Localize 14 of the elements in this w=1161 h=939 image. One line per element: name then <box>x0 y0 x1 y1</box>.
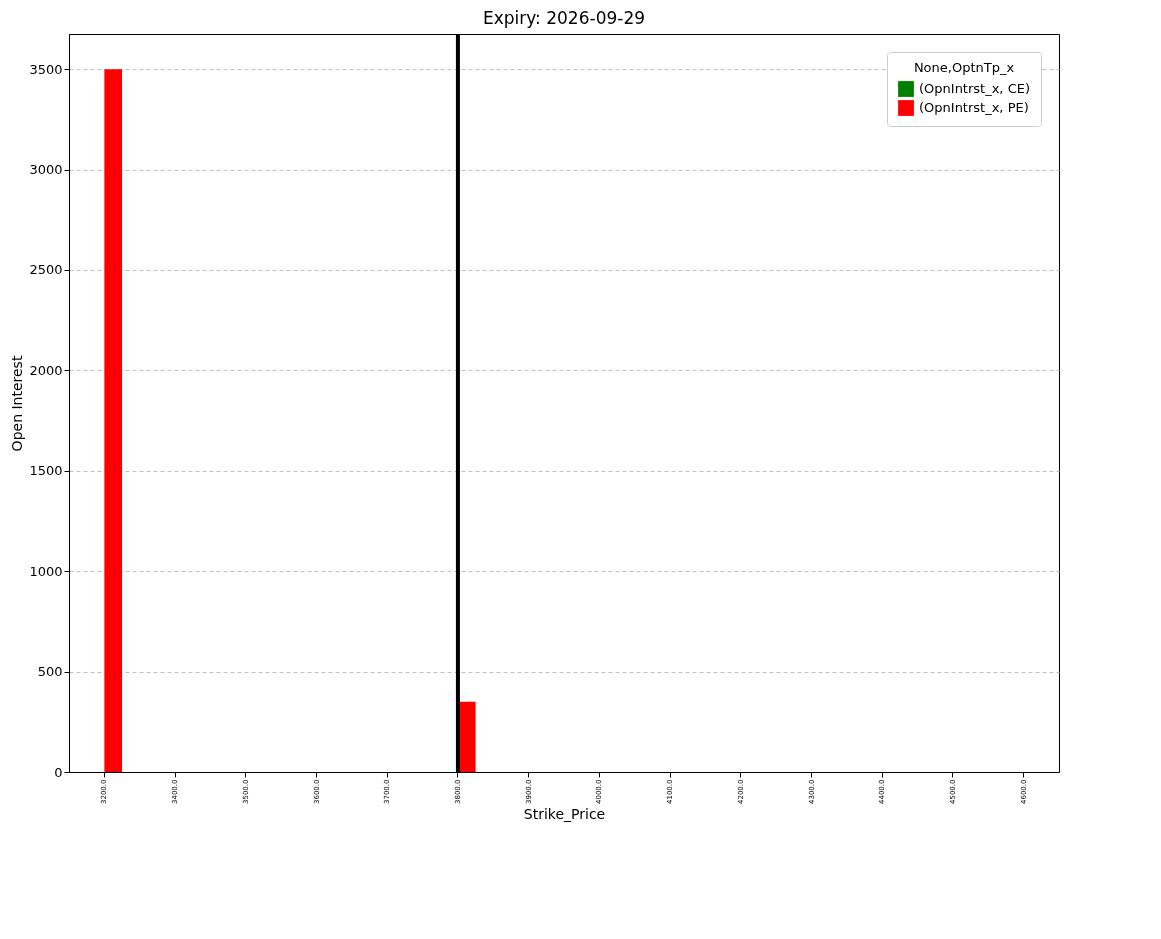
y-axis-title: Open Interest <box>9 355 26 452</box>
x-axis-title: Strike_Price <box>523 805 606 822</box>
chart-title: Expiry: 2026-09-29 <box>482 8 646 28</box>
y-tick-label: 3000 <box>29 162 63 178</box>
y-tick-label: 3500 <box>29 61 63 77</box>
y-tick-label: 0 <box>54 764 63 780</box>
y-tick-label: 1500 <box>29 463 63 479</box>
legend-label: (OpnIntrst_x, PE) <box>919 100 1029 115</box>
y-tick-label: 1000 <box>29 563 63 579</box>
legend-label: (OpnIntrst_x, CE) <box>919 81 1031 96</box>
legend-title: None,OptnTp_x <box>913 60 1015 75</box>
y-tick-label: 2500 <box>29 262 63 278</box>
y-tick-label: 500 <box>37 664 63 680</box>
y-tick-label: 2000 <box>29 362 63 378</box>
